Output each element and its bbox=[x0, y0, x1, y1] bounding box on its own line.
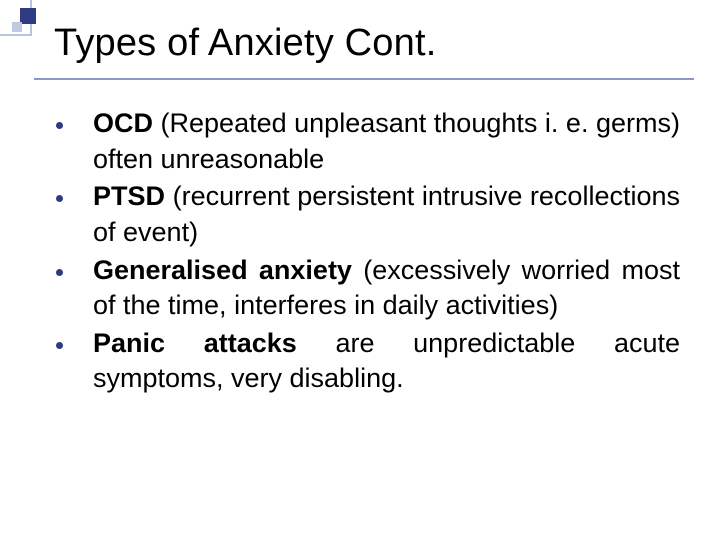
list-item: Panic attacks are unpredictable acute sy… bbox=[56, 326, 680, 397]
bullet-bold: OCD bbox=[93, 108, 153, 138]
bullet-text: Generalised anxiety (excessively worried… bbox=[93, 253, 680, 324]
bullet-icon bbox=[56, 195, 63, 202]
bullet-icon bbox=[56, 122, 63, 129]
bullet-icon bbox=[56, 342, 63, 349]
bullet-bold: Generalised anxiety bbox=[93, 255, 352, 285]
bullet-icon bbox=[56, 269, 63, 276]
bullet-text: PTSD (recurrent persistent intrusive rec… bbox=[93, 179, 680, 250]
bullet-rest: (recurrent persistent intrusive recollec… bbox=[93, 181, 680, 247]
bullet-bold: PTSD bbox=[93, 181, 165, 211]
list-item: Generalised anxiety (excessively worried… bbox=[56, 253, 680, 324]
decor-square-large bbox=[20, 8, 36, 24]
title-rule bbox=[34, 78, 694, 80]
bullet-text: Panic attacks are unpredictable acute sy… bbox=[93, 326, 680, 397]
bullet-text: OCD (Repeated unpleasant thoughts i. e. … bbox=[93, 106, 680, 177]
bullet-list: OCD (Repeated unpleasant thoughts i. e. … bbox=[56, 106, 680, 399]
bullet-bold: Panic attacks bbox=[93, 328, 297, 358]
decor-square-small bbox=[12, 22, 22, 32]
bullet-rest: (Repeated unpleasant thoughts i. e. germ… bbox=[93, 108, 680, 174]
list-item: PTSD (recurrent persistent intrusive rec… bbox=[56, 179, 680, 250]
slide-title: Types of Anxiety Cont. bbox=[54, 22, 437, 65]
list-item: OCD (Repeated unpleasant thoughts i. e. … bbox=[56, 106, 680, 177]
